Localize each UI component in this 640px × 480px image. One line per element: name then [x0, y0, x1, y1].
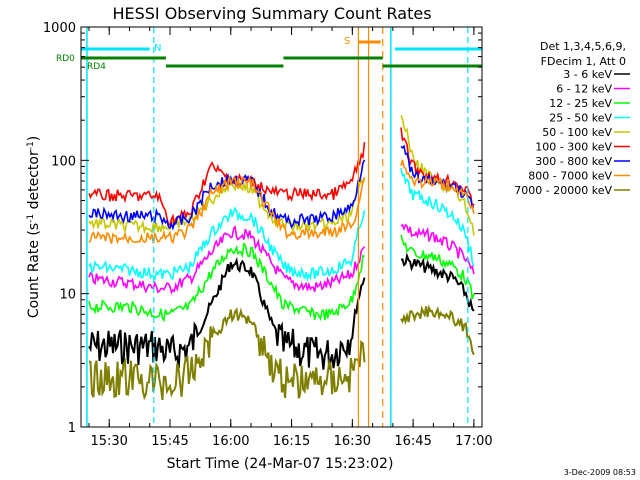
x-tick-label: 16:45 — [394, 434, 431, 449]
legend-label: 12 - 25 keV — [549, 97, 612, 110]
x-tick-label: 16:00 — [212, 434, 249, 449]
x-axis-label: Start Time (24-Mar-07 15:23:02) — [167, 456, 394, 472]
y-tick-label: 10 — [59, 288, 76, 303]
series-line-50-100-kev — [88, 115, 475, 236]
legend-label: 7000 - 20000 keV — [514, 184, 612, 197]
legend-label: 100 - 300 keV — [535, 141, 612, 154]
plot-area — [81, 27, 482, 427]
legend-label: 800 - 7000 keV — [528, 170, 612, 183]
x-tick-label: 15:45 — [151, 434, 188, 449]
plot-clip-group — [81, 27, 482, 427]
series-line-12-25-kev — [88, 234, 475, 323]
x-tick-label: 17:00 — [455, 434, 492, 449]
y-axis-label: Count Rate (s-1 detector-1) — [26, 136, 42, 318]
series-line-300-800-kev — [88, 144, 474, 231]
y-tick-label: 100 — [51, 154, 76, 169]
series-line-25-50-kev — [88, 167, 475, 282]
y-tick-label: 1 — [68, 421, 76, 436]
axes: 15:30 15:45 16:00 16:15 16:30 16:45 17:00 1 10 10… — [43, 21, 493, 449]
legend-label: 25 - 50 keV — [549, 112, 612, 125]
series-line-100-300-kev — [88, 127, 475, 227]
legend-header: FDecim 1, Att 0 — [541, 55, 626, 68]
series-line-7000-20000-kev — [88, 304, 475, 401]
series-line-6-12-kev — [88, 223, 475, 295]
chart-title: HESSI Observing Summary Count Rates — [112, 4, 431, 23]
series-line-800-7000-kev — [88, 159, 475, 245]
legend-label: 300 - 800 keV — [535, 155, 612, 168]
annotation-rd0: RD0 — [56, 54, 75, 64]
legend-label: 3 - 6 keV — [563, 68, 612, 81]
y-tick-label: 1000 — [43, 21, 76, 36]
x-tick-label: 16:30 — [334, 434, 371, 449]
footer-timestamp: 3-Dec-2009 08:53 — [564, 468, 636, 477]
annotation-n: N — [154, 43, 161, 54]
annotation-s: S — [344, 36, 350, 47]
plot-frame — [80, 26, 483, 428]
x-tick-label: 15:30 — [90, 434, 127, 449]
legend: Det 1,3,4,5,6,9, FDecim 1, Att 03 - 6 keV… — [514, 40, 630, 197]
legend-header: Det 1,3,4,5,6,9, — [540, 40, 626, 53]
x-tick-label: 16:15 — [273, 434, 310, 449]
y-label-exponent: -1 — [26, 141, 36, 150]
y-label-exponent: -1 — [26, 214, 36, 223]
legend-label: 6 - 12 keV — [556, 83, 612, 96]
series-line-3-6-kev — [88, 252, 475, 370]
legend-label: 50 - 100 keV — [542, 126, 612, 139]
annotation-rd4: RD4 — [87, 62, 106, 72]
